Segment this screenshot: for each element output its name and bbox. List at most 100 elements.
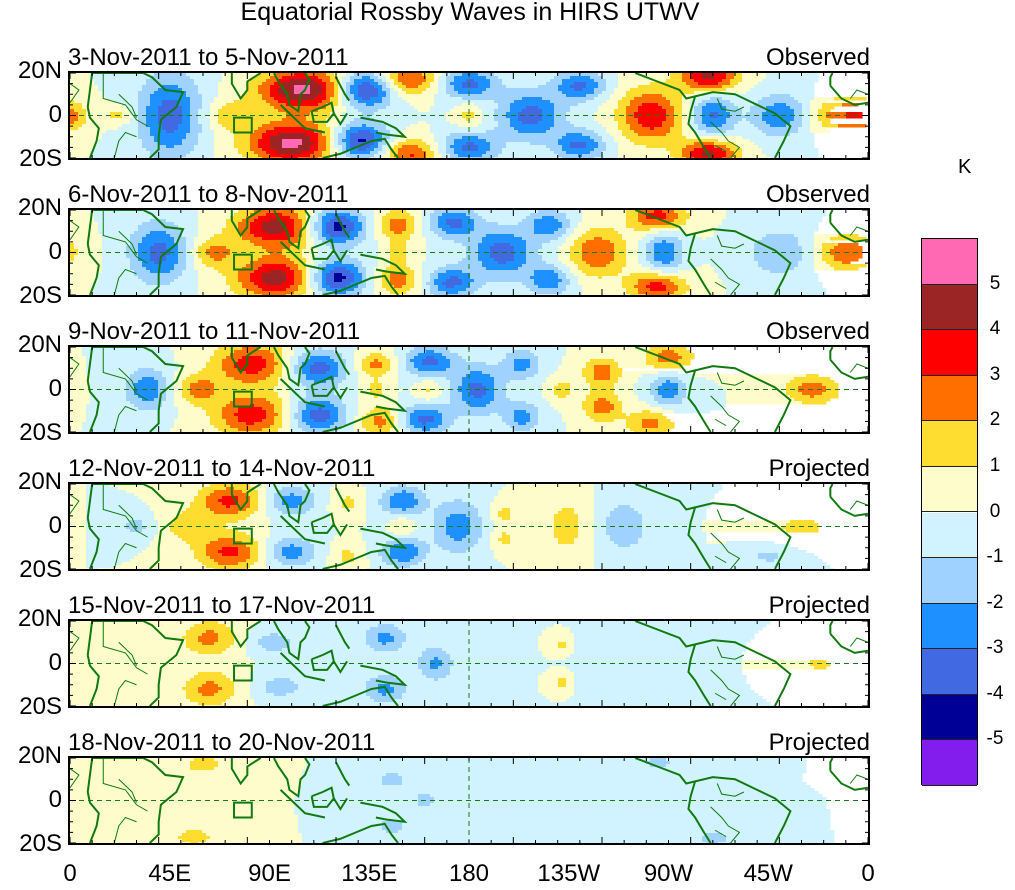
contour-cell: [346, 276, 355, 280]
contour-cell: [386, 139, 395, 143]
contour-cell: [386, 234, 411, 238]
contour-cell: [630, 273, 659, 277]
map-panel: 6-Nov-2011 to 8-Nov-2011 Observed 20N 0 20S: [0, 182, 900, 319]
contour-cell: [466, 142, 475, 146]
coastline: [687, 233, 712, 295]
contour-cell: [474, 142, 491, 146]
contour-cell: [562, 356, 647, 360]
contour-cell: [158, 112, 183, 116]
contour-cell: [266, 681, 295, 685]
contour-cell: [338, 368, 347, 372]
contour-cell: [330, 544, 367, 548]
contour-cell: [530, 413, 539, 417]
panel-status-label: Projected: [768, 592, 870, 619]
contour-cell: [250, 496, 259, 500]
contour-cell: [258, 553, 267, 557]
contour-cell: [366, 103, 375, 107]
contour-cell: [642, 237, 655, 241]
contour-cell: [482, 112, 495, 116]
contour-cell: [454, 88, 487, 92]
contour-cell: [614, 243, 627, 247]
contour-cell: [102, 243, 131, 247]
contour-cell: [246, 532, 271, 536]
contour-cell: [666, 115, 675, 119]
coastline: [829, 73, 834, 86]
contour-cell: [154, 368, 179, 372]
contour-cell: [298, 788, 815, 792]
contour-cell: [222, 702, 255, 706]
contour-cell: [514, 350, 531, 354]
contour-cell: [610, 535, 643, 539]
contour-cell: [642, 523, 703, 527]
contour-cell: [594, 493, 715, 497]
contour-cell: [298, 505, 315, 509]
contour-cell: [610, 94, 627, 98]
contour-cell: [582, 407, 595, 411]
panel-period-label: 18-Nov-2011 to 20-Nov-2011: [68, 729, 376, 756]
contour-cell: [70, 758, 195, 762]
contour-cell: [490, 532, 503, 536]
contour-cell: [342, 82, 347, 86]
contour-cell: [262, 407, 275, 411]
contour-cell: [434, 231, 447, 235]
contour-cell: [526, 240, 551, 244]
contour-cell: [430, 499, 455, 503]
contour-cell: [470, 392, 487, 396]
contour-cell: [210, 541, 243, 545]
contour-cell: [310, 413, 331, 417]
contour-cell: [338, 76, 343, 80]
contour-cell: [342, 398, 359, 402]
contour-cell: [442, 73, 451, 77]
contour-cell: [566, 678, 575, 682]
contour-cell: [518, 422, 527, 426]
contour-cell: [122, 112, 131, 116]
contour-cell: [178, 368, 203, 372]
contour-cell: [694, 121, 703, 125]
contour-cell: [326, 228, 335, 232]
contour-cell: [330, 100, 339, 104]
country-border: [716, 646, 745, 660]
contour-cell: [538, 356, 563, 360]
contour-cell: [70, 407, 87, 411]
contour-cell: [406, 633, 543, 637]
contour-cell: [278, 541, 311, 545]
contour-cell: [278, 79, 291, 83]
contour-cell: [86, 404, 135, 408]
contour-cell: [666, 97, 683, 101]
contour-cell: [306, 210, 315, 214]
contour-cell: [322, 279, 327, 283]
contour-cell: [330, 255, 351, 259]
y-tick-label: 20N: [17, 57, 62, 84]
contour-cell: [370, 627, 399, 631]
contour-cell: [258, 490, 267, 494]
contour-cell: [250, 535, 271, 539]
contour-cell: [166, 386, 175, 390]
contour-cell: [702, 264, 711, 268]
contour-cell: [302, 496, 315, 500]
contour-cell: [166, 231, 183, 235]
contour-cell: [786, 389, 799, 393]
contour-cell: [194, 258, 203, 262]
contour-cell: [318, 103, 327, 107]
contour-cell: [386, 541, 427, 545]
contour-cell: [582, 249, 615, 253]
contour-cell: [262, 237, 291, 241]
contour-cell: [182, 273, 199, 277]
contour-cell: [742, 663, 811, 667]
contour-cell: [670, 261, 683, 265]
contour-cell: [430, 285, 439, 289]
contour-cell: [798, 240, 815, 244]
contour-cell: [274, 547, 283, 551]
contour-cell: [338, 157, 351, 158]
contour-cell: [550, 699, 567, 703]
contour-cell: [614, 258, 627, 262]
contour-cell: [514, 368, 527, 372]
contour-cell: [378, 502, 391, 506]
contour-cell: [246, 633, 271, 637]
contour-cell: [282, 76, 319, 80]
contour-cell: [98, 225, 139, 229]
contour-cell: [594, 496, 715, 500]
contour-cell: [490, 413, 499, 417]
contour-cell: [194, 675, 227, 679]
contour-cell: [814, 249, 823, 253]
